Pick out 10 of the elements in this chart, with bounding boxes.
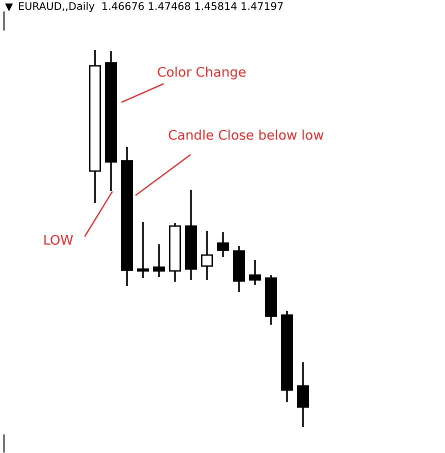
annotation: Candle Close below low [168, 130, 324, 140]
candlestick [137, 221, 149, 279]
text: LOW [44, 234, 73, 245]
candlestick [249, 259, 261, 286]
chart-title: EURAUD,,Daily 1.46676 1.47468 1.45814 1.47197 [19, 2, 283, 12]
annotation: Color Change [158, 66, 246, 80]
candlestick [217, 231, 229, 258]
candlestick [153, 243, 165, 278]
candlestick [297, 361, 309, 427]
candlestick [201, 230, 213, 281]
